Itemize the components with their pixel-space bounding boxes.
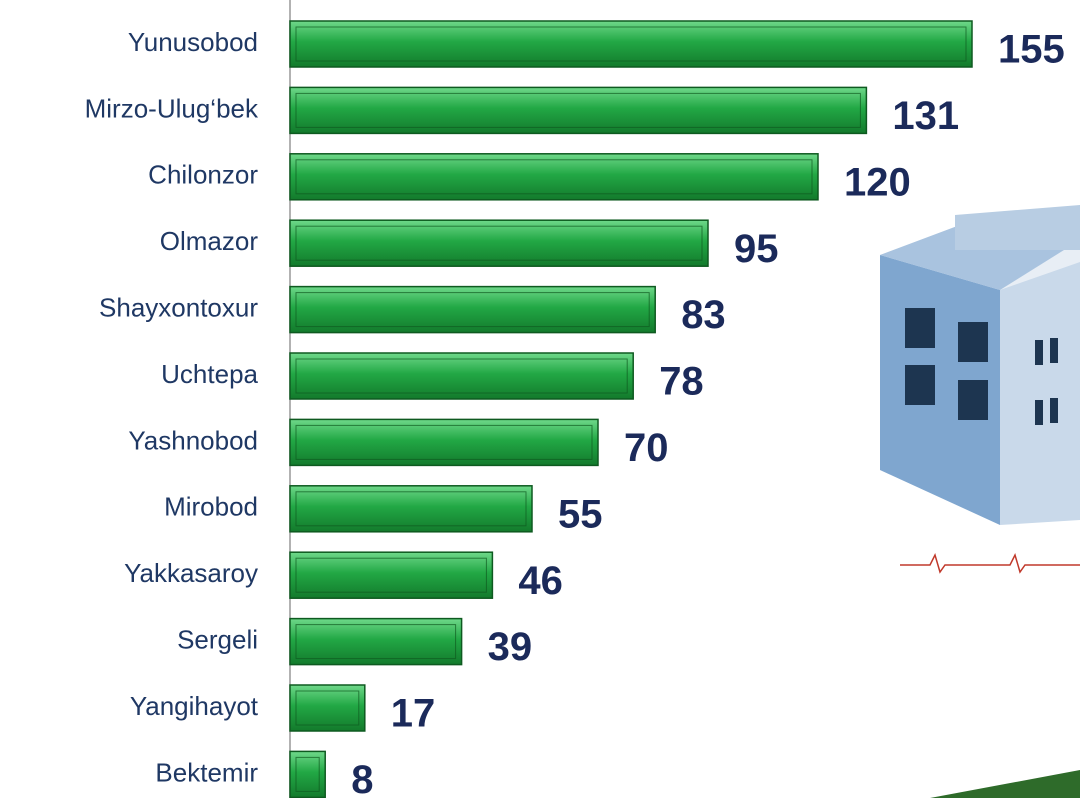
value-label: 95: [734, 227, 779, 271]
value-label: 8: [351, 758, 373, 798]
category-label: Yangihayot: [130, 691, 259, 721]
value-label: 83: [681, 293, 726, 337]
bar: [289, 86, 868, 135]
bar: [289, 684, 366, 732]
bar-bevel: [295, 424, 593, 460]
bar-bevel: [295, 358, 628, 394]
bar-bevel: [295, 26, 967, 62]
category-label: Chilonzor: [148, 160, 258, 190]
category-label: Sergeli: [177, 624, 258, 654]
category-label: Uchtepa: [161, 359, 258, 389]
value-label: 131: [892, 94, 959, 138]
bar-bevel: [295, 690, 360, 726]
bar-bevel: [295, 557, 487, 593]
bar: [289, 352, 634, 400]
category-label: Mirzo-Ulug‘bek: [85, 93, 259, 123]
value-label: 55: [558, 492, 603, 536]
bar: [289, 617, 463, 666]
category-label: Shayxontoxur: [99, 292, 258, 322]
value-label: 46: [518, 559, 563, 603]
bar: [289, 485, 533, 533]
category-label: Yashnobod: [128, 425, 258, 455]
bar-bevel: [295, 92, 861, 128]
bar-bevel: [295, 756, 320, 792]
bar: [289, 153, 819, 201]
decoration: [930, 770, 1080, 798]
value-label: 39: [488, 625, 532, 669]
category-label: Olmazor: [160, 226, 259, 256]
bar-bevel: [295, 292, 650, 328]
building-illustration: [880, 205, 1080, 574]
value-label: 155: [998, 28, 1065, 72]
value-label: 120: [844, 160, 911, 204]
category-label: Yunusobod: [128, 27, 258, 57]
bar: [289, 20, 973, 68]
bar: [289, 285, 656, 334]
bar: [289, 551, 494, 599]
bar: [289, 750, 326, 798]
bar: [289, 418, 599, 467]
value-label: 17: [391, 692, 436, 736]
bar: [289, 219, 709, 267]
category-label: Mirobod: [164, 492, 258, 522]
bar-bevel: [295, 225, 703, 261]
value-label: 78: [659, 360, 704, 404]
category-label: Bektemir: [155, 757, 258, 787]
value-label: 70: [624, 426, 669, 470]
bar-bevel: [295, 624, 457, 660]
category-label: Yakkasaroy: [124, 558, 258, 588]
bar-bevel: [295, 491, 527, 527]
bar-bevel: [295, 159, 813, 195]
